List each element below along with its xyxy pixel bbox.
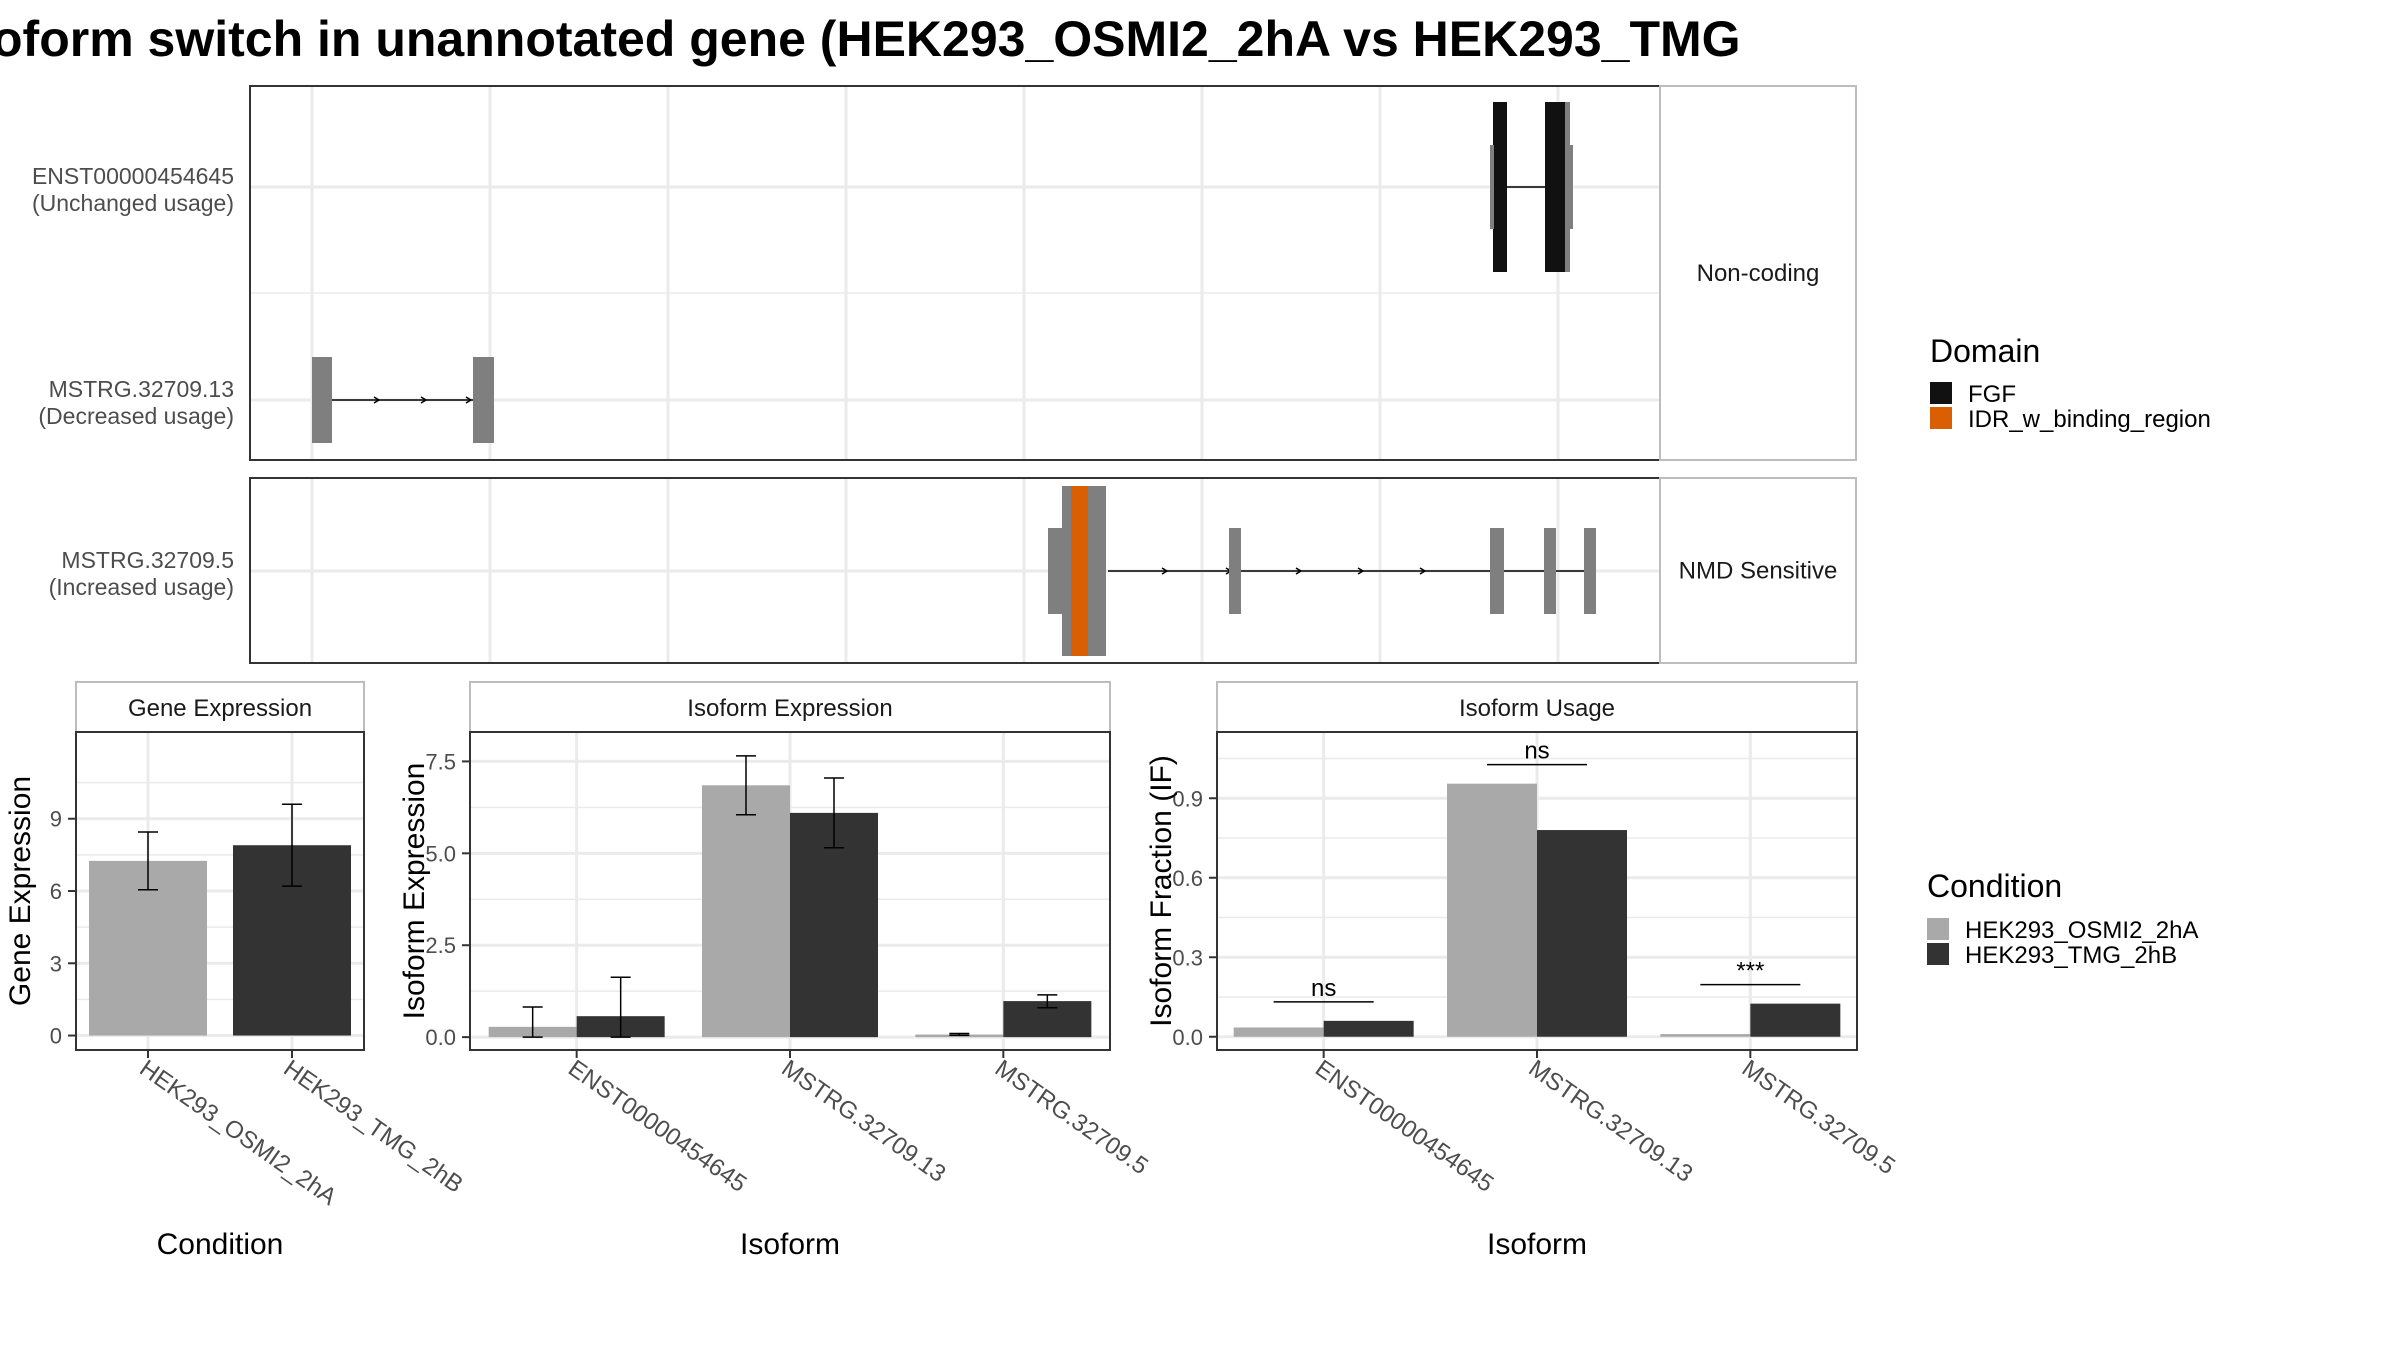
facet-strip [1659, 85, 1857, 461]
chart-title: Isoform Expression [687, 695, 892, 722]
strand-arrow [1161, 567, 1169, 575]
transcript-name-label: MSTRG.32709.5 [61, 547, 234, 573]
y-tick-label: 0 [50, 1024, 62, 1049]
condition-legend-key [1927, 943, 1949, 965]
chart-title-strip [469, 681, 1111, 733]
exon-block [1490, 528, 1504, 614]
exon-block [1071, 486, 1088, 656]
exon-block [1490, 145, 1494, 229]
significance-label: *** [1736, 958, 1764, 985]
condition-legend-label: HEK293_OSMI2_2hA [1965, 917, 2198, 944]
condition-legend-title: Condition [1927, 868, 2062, 904]
strand-arrow [420, 396, 428, 404]
exon-block [1493, 102, 1507, 272]
bar [790, 812, 878, 1038]
strand-arrow [1357, 567, 1365, 575]
bar [1660, 1034, 1751, 1037]
y-tick-label: 6 [50, 879, 62, 904]
condition-legend-key [1927, 918, 1949, 940]
domain-legend-label: FGF [1968, 381, 2016, 408]
condition-legend-label: HEK293_TMG_2hB [1965, 942, 2177, 969]
exon-block [312, 357, 332, 443]
transcript-structure-plot: ENST00000454645(Unchanged usage) MSTRG.32… [32, 85, 1857, 664]
strand-arrow [465, 396, 473, 404]
bar [702, 785, 790, 1038]
domain-legend-label: IDR_w_binding_region [1968, 406, 2211, 433]
chart-title-strip [75, 681, 365, 733]
y-tick-label: 7.5 [425, 749, 456, 774]
significance-label: ns [1311, 975, 1336, 1002]
y-tick-label: 0.3 [1172, 945, 1203, 970]
transcript-name-label: ENST00000454645 [32, 163, 234, 189]
exon-block [1584, 528, 1596, 614]
chart-title: Gene Expression [128, 695, 312, 722]
bar [1537, 830, 1627, 1037]
transcript-name-label: MSTRG.32709.13 [49, 376, 234, 402]
y-tick-label: 0.9 [1172, 786, 1203, 811]
x-axis-title: Isoform [740, 1228, 840, 1261]
exon-block [1544, 528, 1556, 614]
chart-panel-border [75, 731, 365, 1051]
y-tick-label: 3 [50, 951, 62, 976]
y-axis-title: Gene Expression [4, 776, 37, 1006]
y-tick-label: 0.0 [1172, 1025, 1203, 1050]
x-tick-label: ENST00000454645 [563, 1055, 751, 1198]
x-tick-label: MSTRG.32709.5 [990, 1055, 1153, 1180]
bar-chart-2: Isoform Expression 0.0 2.5 5.0 7.5 ENST000004… [398, 681, 1153, 1261]
transcript-usage-label: (Increased usage) [49, 574, 234, 600]
bar [1750, 1003, 1841, 1037]
figure-title: oform switch in unannotated gene (HEK293… [0, 11, 1741, 67]
transcript-usage-label: (Unchanged usage) [32, 190, 234, 216]
bar [1447, 783, 1537, 1037]
x-axis-title: Condition [157, 1228, 284, 1261]
chart-title: Isoform Usage [1459, 695, 1615, 722]
significance-label: ns [1524, 738, 1549, 765]
exon-block [1229, 528, 1241, 614]
bar [1323, 1020, 1414, 1037]
transcript-panel-background [250, 86, 1660, 460]
y-tick-label: 0.0 [425, 1025, 456, 1050]
strand-arrow [373, 396, 381, 404]
y-axis-title: Isoform Expression [398, 763, 431, 1020]
x-tick-label: MSTRG.32709.13 [777, 1055, 951, 1188]
y-tick-label: 9 [50, 807, 62, 832]
bar-chart-3: Isoform Usage 0.0 0.3 0.6 0.9 ns ns *** ENST0000… [1145, 681, 1900, 1261]
y-axis-title: Isoform Fraction (IF) [1145, 755, 1178, 1027]
domain-legend-title: Domain [1930, 333, 2040, 369]
x-tick-label: MSTRG.32709.13 [1524, 1055, 1698, 1188]
y-tick-label: 0.6 [1172, 866, 1203, 891]
exon-block [473, 357, 494, 443]
x-tick-label: ENST00000454645 [1310, 1055, 1498, 1198]
domain-legend-key [1930, 407, 1952, 429]
exon-block [1565, 102, 1570, 272]
facet-strip-label: Non-coding [1697, 260, 1820, 287]
strand-arrow [1419, 567, 1427, 575]
strand-arrow [1295, 567, 1303, 575]
facet-strip-label: NMD Sensitive [1679, 558, 1838, 585]
y-tick-label: 5.0 [425, 841, 456, 866]
bar [1233, 1027, 1324, 1037]
domain-legend-key [1930, 382, 1952, 404]
x-tick-label: MSTRG.32709.5 [1737, 1055, 1900, 1180]
exon-block [1545, 102, 1567, 272]
facet-strip [1659, 477, 1857, 664]
chart-title-strip [1216, 681, 1858, 733]
expression-bar-charts: Gene Expression0369HEK293_OSMI2_2hAHEK29… [4, 681, 1900, 1261]
transcript-usage-label: (Decreased usage) [38, 403, 234, 429]
y-tick-label: 2.5 [425, 933, 456, 958]
x-axis-title: Isoform [1487, 1228, 1587, 1261]
